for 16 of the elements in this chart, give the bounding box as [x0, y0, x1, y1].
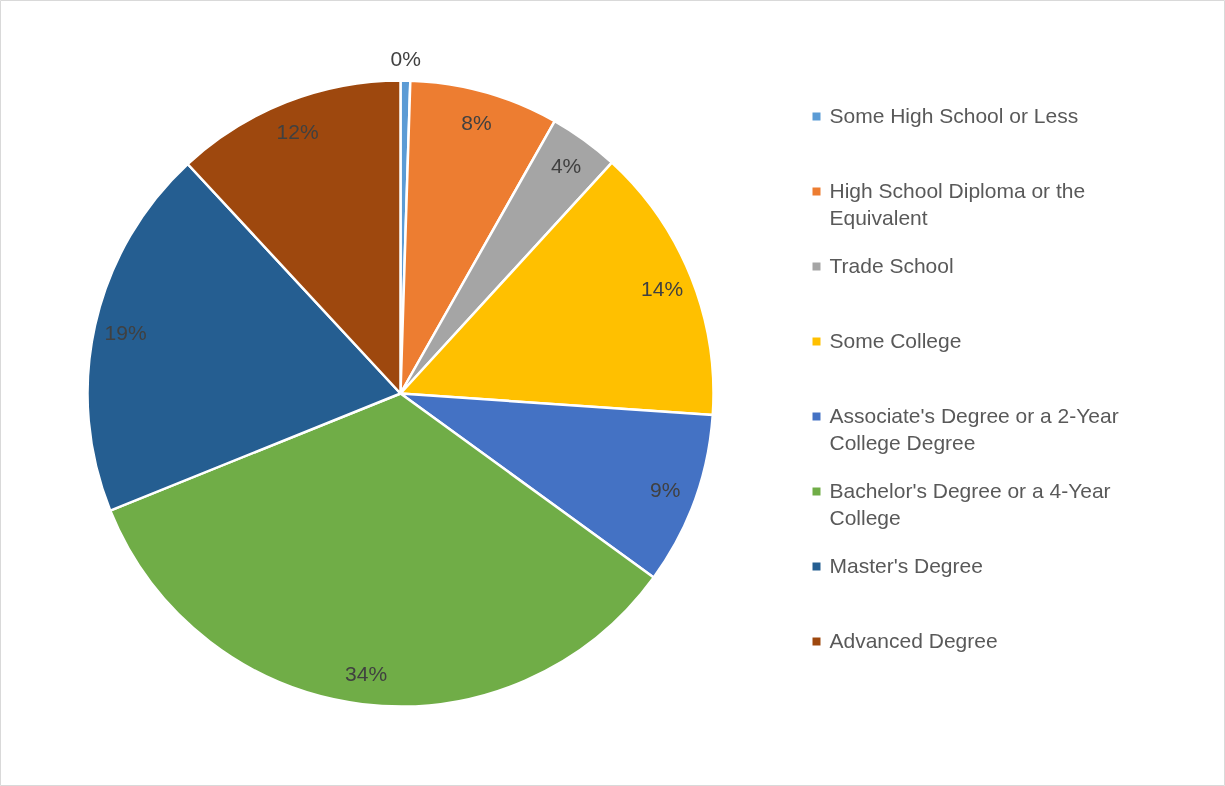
legend-label: Trade School: [829, 253, 954, 277]
legend-label: Associate's Degree or a 2-Year College Degree: [829, 403, 1119, 455]
legend-label: Advanced Degree: [829, 628, 998, 652]
data-label: 14%: [641, 277, 684, 301]
data-label: 34%: [345, 661, 388, 685]
legend-label: High School Diploma or the Equivalent: [829, 178, 1086, 230]
data-label: 9%: [650, 478, 681, 502]
legend-label: Master's Degree: [829, 553, 983, 577]
data-label: 19%: [104, 320, 147, 344]
data-label: 8%: [461, 110, 492, 134]
legend-label: Some College: [829, 328, 962, 352]
data-label: 4%: [550, 154, 582, 178]
data-label: 12%: [276, 119, 319, 143]
legend-label: Bachelor's Degree or a 4-Year College: [829, 478, 1111, 530]
legend-label: Some High School or Less: [829, 103, 1079, 127]
data-label: 0%: [390, 47, 421, 71]
